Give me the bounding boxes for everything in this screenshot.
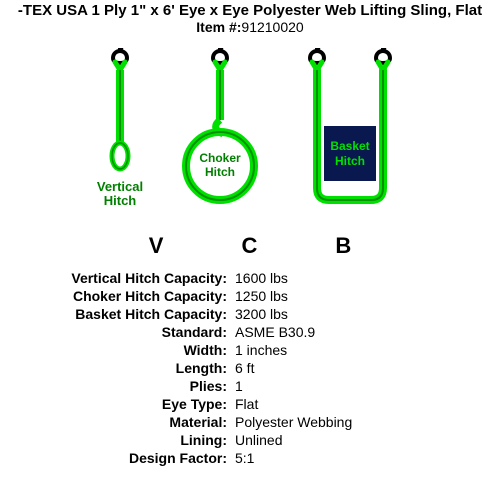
svg-text:Choker: Choker: [199, 151, 241, 165]
spec-value: Polyester Webbing: [235, 414, 460, 430]
spec-label: Standard:: [40, 324, 235, 340]
spec-value: 5:1: [235, 450, 460, 466]
product-title: -TEX USA 1 Ply 1" x 6' Eye x Eye Polyest…: [0, 0, 500, 19]
spec-row: Lining:Unlined: [40, 431, 460, 449]
spec-label: Width:: [40, 342, 235, 358]
item-number-value: 91210020: [241, 19, 303, 35]
basket-letter: B: [335, 233, 351, 259]
spec-label: Lining:: [40, 432, 235, 448]
spec-table: Vertical Hitch Capacity:1600 lbs Choker …: [0, 259, 500, 467]
spec-row: Choker Hitch Capacity:1250 lbs: [40, 287, 460, 305]
hitch-letter-row: V C B: [0, 233, 500, 259]
item-number-row: Item #:91210020: [0, 19, 500, 43]
choker-hitch-icon: Choker Hitch: [175, 48, 265, 208]
vertical-label-l1: Vertical: [97, 179, 143, 194]
choker-hitch-col: Choker Hitch: [175, 48, 265, 208]
spec-value: 1250 lbs: [235, 288, 460, 304]
spec-row: Length:6 ft: [40, 359, 460, 377]
spec-value: Flat: [235, 396, 460, 412]
spec-label: Material:: [40, 414, 235, 430]
spec-label: Basket Hitch Capacity:: [40, 306, 235, 322]
spec-label: Length:: [40, 360, 235, 376]
choker-letter: C: [241, 233, 257, 259]
spec-value: 6 ft: [235, 360, 460, 376]
vertical-label-l2: Hitch: [104, 193, 137, 208]
spec-value: 3200 lbs: [235, 306, 460, 322]
spec-row: Plies:1: [40, 377, 460, 395]
item-label: Item #:: [196, 19, 241, 35]
spec-value: Unlined: [235, 432, 460, 448]
spec-row: Standard:ASME B30.9: [40, 323, 460, 341]
spec-row: Basket Hitch Capacity:3200 lbs: [40, 305, 460, 323]
vertical-hitch-col: Vertical Hitch: [95, 48, 145, 209]
basket-hitch-icon: Basket Hitch: [295, 48, 405, 208]
spec-label: Choker Hitch Capacity:: [40, 288, 235, 304]
spec-value: 1 inches: [235, 342, 460, 358]
spec-value: ASME B30.9: [235, 324, 460, 340]
spec-row: Material:Polyester Webbing: [40, 413, 460, 431]
svg-text:Hitch: Hitch: [205, 165, 235, 179]
vertical-letter: V: [149, 233, 164, 259]
svg-text:Hitch: Hitch: [335, 154, 365, 168]
spec-row: Vertical Hitch Capacity:1600 lbs: [40, 269, 460, 287]
spec-row: Eye Type:Flat: [40, 395, 460, 413]
spec-value: 1: [235, 378, 460, 394]
spec-row: Design Factor:5:1: [40, 449, 460, 467]
svg-text:Basket: Basket: [330, 139, 369, 153]
spec-label: Plies:: [40, 378, 235, 394]
basket-hitch-col: Basket Hitch: [295, 48, 405, 208]
spec-label: Eye Type:: [40, 396, 235, 412]
spec-row: Width:1 inches: [40, 341, 460, 359]
spec-label: Vertical Hitch Capacity:: [40, 270, 235, 286]
vertical-hitch-label: Vertical Hitch: [97, 180, 143, 209]
spec-value: 1600 lbs: [235, 270, 460, 286]
vertical-hitch-icon: [95, 48, 145, 178]
hitch-diagrams: Vertical Hitch Choker Hitch: [0, 43, 500, 233]
spec-label: Design Factor:: [40, 450, 235, 466]
